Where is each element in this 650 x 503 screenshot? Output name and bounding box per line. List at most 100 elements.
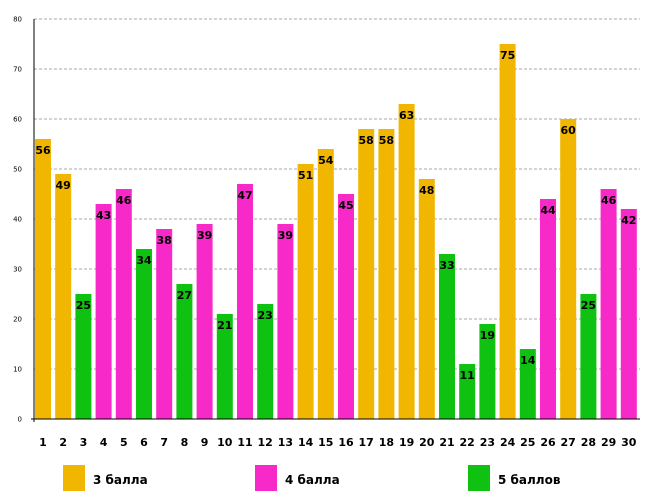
x-tick-label: 14 bbox=[298, 436, 314, 449]
data-label: 75 bbox=[500, 49, 515, 62]
data-label: 43 bbox=[96, 209, 111, 222]
data-label: 39 bbox=[197, 229, 212, 242]
bar-1 bbox=[35, 139, 51, 419]
bar-23 bbox=[479, 324, 496, 419]
bar-13 bbox=[277, 224, 294, 419]
x-tick-label: 6 bbox=[140, 436, 148, 449]
x-tick-label: 20 bbox=[419, 436, 435, 449]
bar-5 bbox=[115, 189, 132, 419]
x-tick-label: 17 bbox=[359, 436, 374, 449]
bar-18 bbox=[378, 129, 395, 419]
data-label: 34 bbox=[136, 254, 152, 267]
x-tick-label: 3 bbox=[80, 436, 88, 449]
data-label: 11 bbox=[460, 369, 475, 382]
x-tick-label: 12 bbox=[258, 436, 273, 449]
data-label: 56 bbox=[35, 144, 51, 157]
bar-25 bbox=[519, 349, 536, 419]
x-tick-label: 11 bbox=[237, 436, 252, 449]
x-tick-label: 2 bbox=[59, 436, 67, 449]
bar-10 bbox=[216, 314, 233, 419]
legend-swatch bbox=[255, 465, 277, 491]
data-label: 46 bbox=[601, 194, 617, 207]
x-tick-label: 4 bbox=[100, 436, 108, 449]
bar-28 bbox=[580, 294, 597, 419]
data-label: 38 bbox=[157, 234, 172, 247]
y-tick-label: 50 bbox=[13, 166, 22, 174]
bar-6 bbox=[136, 249, 152, 419]
legend-label: 3 балла bbox=[93, 473, 148, 487]
legend-swatch bbox=[63, 465, 85, 491]
bar-3 bbox=[75, 294, 92, 419]
data-label: 42 bbox=[621, 214, 636, 227]
legend-swatch bbox=[468, 465, 490, 491]
y-tick-label: 20 bbox=[13, 316, 22, 324]
x-tick-label: 23 bbox=[480, 436, 495, 449]
x-tick-label: 5 bbox=[120, 436, 128, 449]
y-tick-label: 30 bbox=[13, 266, 22, 274]
bar-24 bbox=[499, 44, 516, 419]
bar-19 bbox=[398, 104, 415, 419]
bar-29 bbox=[600, 189, 617, 419]
data-label: 21 bbox=[217, 319, 232, 332]
bar-30 bbox=[620, 209, 637, 419]
bar-2 bbox=[55, 174, 72, 419]
data-label: 33 bbox=[439, 259, 454, 272]
data-label: 51 bbox=[298, 169, 313, 182]
x-tick-label: 8 bbox=[181, 436, 189, 449]
x-tick-label: 1 bbox=[39, 436, 47, 449]
data-label: 14 bbox=[520, 354, 536, 367]
x-tick-label: 19 bbox=[399, 436, 414, 449]
x-tick-label: 29 bbox=[601, 436, 616, 449]
axes bbox=[31, 19, 640, 422]
data-labels: 56 49 25 43 46 34 38 27 39 21 47 23 39 51 54 45 58 58 63 48… bbox=[35, 49, 636, 382]
data-label: 44 bbox=[540, 204, 556, 217]
data-label: 58 bbox=[359, 134, 374, 147]
bar-11 bbox=[237, 184, 253, 419]
data-label: 48 bbox=[419, 184, 434, 197]
data-label: 58 bbox=[379, 134, 394, 147]
y-tick-label: 80 bbox=[13, 16, 22, 24]
x-tick-label: 7 bbox=[160, 436, 168, 449]
bar-27 bbox=[560, 119, 577, 419]
bar-22 bbox=[459, 364, 476, 419]
x-tick-label: 15 bbox=[318, 436, 333, 449]
bar-7 bbox=[156, 229, 173, 419]
x-tick-label: 25 bbox=[520, 436, 535, 449]
bar-14 bbox=[297, 164, 314, 419]
x-tick-labels: 1 2 3 4 5 6 7 8 9 10 11 12 13 14 15 16 17 18 19 20 21 22 23 24 2… bbox=[39, 436, 637, 449]
bar-17 bbox=[358, 129, 375, 419]
gridlines bbox=[34, 18, 640, 370]
data-label: 63 bbox=[399, 109, 414, 122]
y-tick-labels: 0 10 20 30 40 50 60 70 80 bbox=[13, 16, 22, 424]
x-tick-label: 30 bbox=[621, 436, 637, 449]
data-label: 45 bbox=[338, 199, 353, 212]
x-tick-label: 24 bbox=[500, 436, 516, 449]
data-label: 54 bbox=[318, 154, 334, 167]
x-tick-label: 22 bbox=[460, 436, 475, 449]
x-tick-label: 10 bbox=[217, 436, 233, 449]
bar-15 bbox=[317, 149, 334, 419]
legend: 3 балла 4 балла 5 баллов bbox=[63, 465, 561, 491]
x-tick-label: 26 bbox=[540, 436, 556, 449]
bar-21 bbox=[439, 254, 455, 419]
data-label: 46 bbox=[116, 194, 132, 207]
data-label: 47 bbox=[237, 189, 252, 202]
data-label: 23 bbox=[258, 309, 273, 322]
x-tick-label: 9 bbox=[201, 436, 209, 449]
x-tick-label: 13 bbox=[278, 436, 293, 449]
data-label: 19 bbox=[480, 329, 495, 342]
x-tick-label: 18 bbox=[379, 436, 394, 449]
legend-label: 4 балла bbox=[285, 473, 340, 487]
y-tick-label: 60 bbox=[13, 116, 22, 124]
y-tick-label: 10 bbox=[13, 366, 22, 374]
legend-label: 5 баллов bbox=[498, 473, 561, 487]
data-label: 27 bbox=[177, 289, 192, 302]
data-label: 25 bbox=[581, 299, 596, 312]
bar-12 bbox=[257, 304, 274, 419]
x-tick-label: 16 bbox=[338, 436, 354, 449]
x-tick-label: 21 bbox=[439, 436, 454, 449]
data-label: 39 bbox=[278, 229, 293, 242]
data-label: 25 bbox=[76, 299, 91, 312]
